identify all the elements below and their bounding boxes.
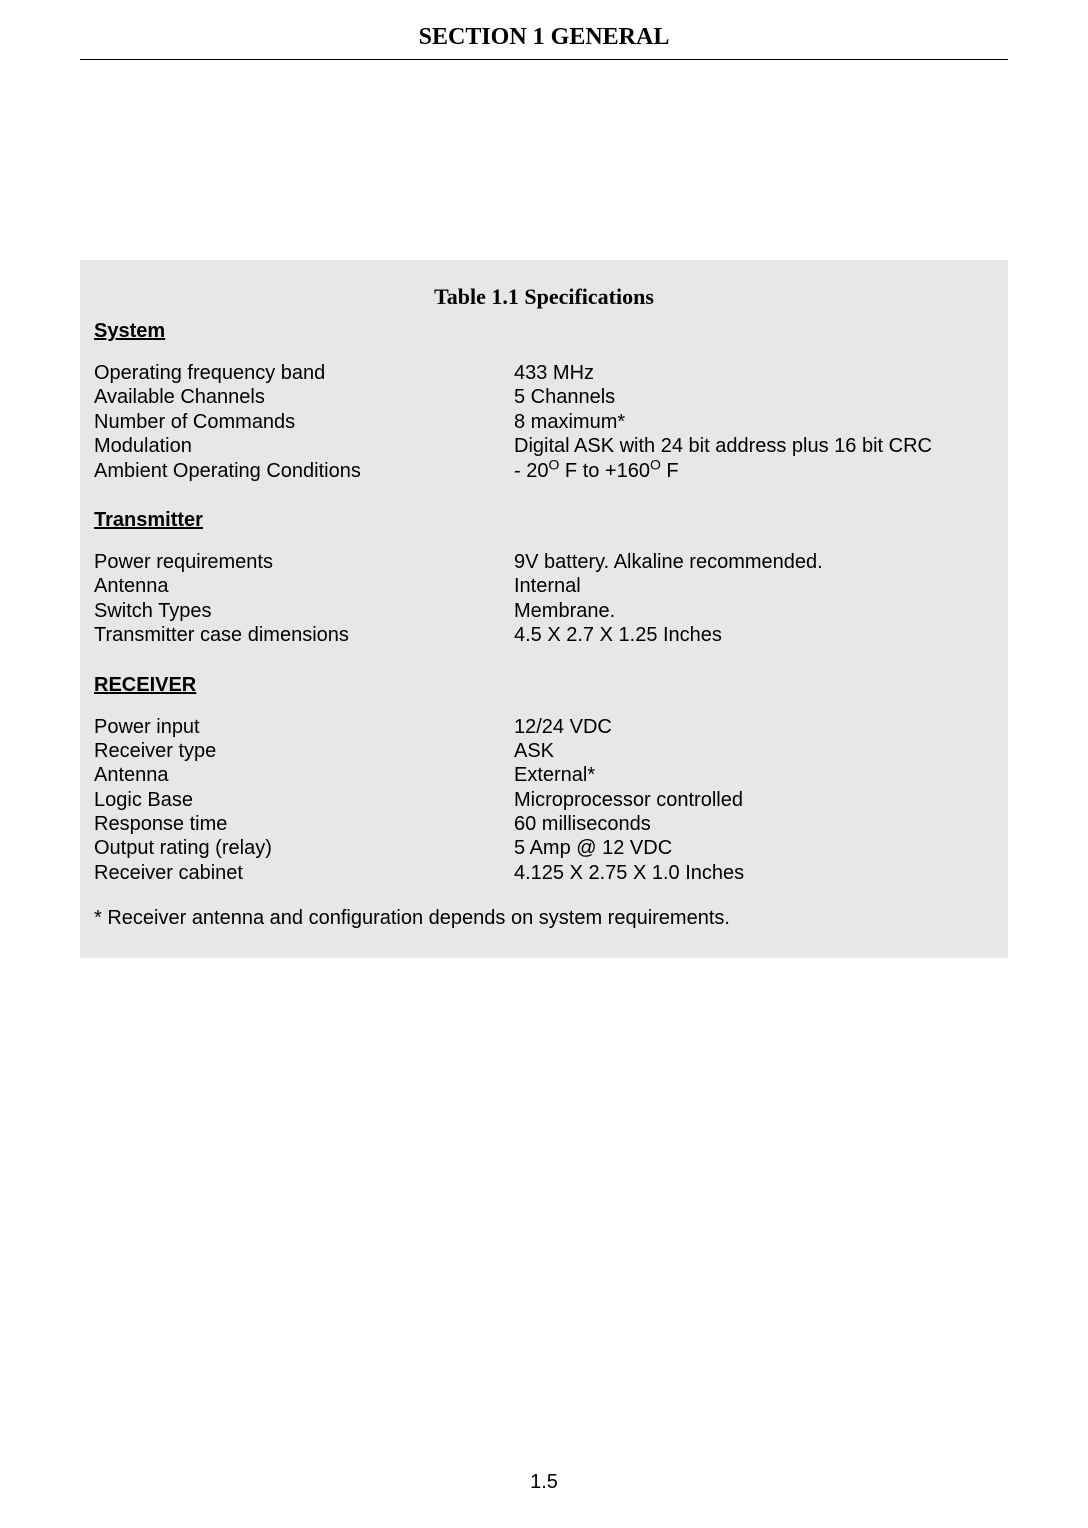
spec-label: Power requirements xyxy=(94,550,514,574)
spec-value: - 20O F to +160O F xyxy=(514,459,994,483)
section-header: SECTION 1 GENERAL xyxy=(80,24,1008,51)
spec-label: Switch Types xyxy=(94,599,514,623)
spec-label: Power input xyxy=(94,715,514,739)
spec-row: Output rating (relay) 5 Amp @ 12 VDC xyxy=(94,836,994,860)
specifications-box: Table 1.1 Specifications System Operatin… xyxy=(80,260,1008,958)
spec-label: Logic Base xyxy=(94,788,514,812)
spec-value: Membrane. xyxy=(514,599,994,623)
spec-value: Internal xyxy=(514,574,994,598)
spec-value: Microprocessor controlled xyxy=(514,788,994,812)
spec-value: ASK xyxy=(514,739,994,763)
spec-value: External* xyxy=(514,763,994,787)
spec-row: Receiver type ASK xyxy=(94,739,994,763)
spec-label: Receiver type xyxy=(94,739,514,763)
spec-row: Operating frequency band 433 MHz xyxy=(94,361,994,385)
spec-row: Transmitter case dimensions 4.5 X 2.7 X … xyxy=(94,623,994,647)
spec-label: Output rating (relay) xyxy=(94,836,514,860)
group-heading-receiver: RECEIVER xyxy=(94,674,994,697)
spec-row: Switch Types Membrane. xyxy=(94,599,994,623)
spec-value: 4.125 X 2.75 X 1.0 Inches xyxy=(514,861,994,885)
spec-value: Digital ASK with 24 bit address plus 16 … xyxy=(514,434,994,458)
spec-value: 9V battery. Alkaline recommended. xyxy=(514,550,994,574)
spec-label: Transmitter case dimensions xyxy=(94,623,514,647)
spec-value: 4.5 X 2.7 X 1.25 Inches xyxy=(514,623,994,647)
spec-label: Operating frequency band xyxy=(94,361,514,385)
spec-row: Power input 12/24 VDC xyxy=(94,715,994,739)
spec-value: 60 milliseconds xyxy=(514,812,994,836)
page-number: 1.5 xyxy=(0,1471,1088,1494)
spec-label: Modulation xyxy=(94,434,514,458)
spec-value: 5 Channels xyxy=(514,385,994,409)
spec-value: 433 MHz xyxy=(514,361,994,385)
spec-label: Available Channels xyxy=(94,385,514,409)
spec-value: 8 maximum* xyxy=(514,410,994,434)
spec-row: Antenna External* xyxy=(94,763,994,787)
page: SECTION 1 GENERAL Table 1.1 Specificatio… xyxy=(0,0,1088,1528)
spec-row: Receiver cabinet 4.125 X 2.75 X 1.0 Inch… xyxy=(94,861,994,885)
spec-row: Ambient Operating Conditions - 20O F to … xyxy=(94,459,994,483)
spec-label: Ambient Operating Conditions xyxy=(94,459,514,483)
spec-row: Available Channels 5 Channels xyxy=(94,385,994,409)
table-title: Table 1.1 Specifications xyxy=(94,284,994,310)
spec-row: Logic Base Microprocessor controlled xyxy=(94,788,994,812)
header-rule xyxy=(80,59,1008,60)
spec-row: Number of Commands 8 maximum* xyxy=(94,410,994,434)
spec-label: Response time xyxy=(94,812,514,836)
spec-label: Antenna xyxy=(94,763,514,787)
spec-row: Power requirements 9V battery. Alkaline … xyxy=(94,550,994,574)
spec-row: Modulation Digital ASK with 24 bit addre… xyxy=(94,434,994,458)
spec-value: 5 Amp @ 12 VDC xyxy=(514,836,994,860)
spec-label: Number of Commands xyxy=(94,410,514,434)
group-heading-transmitter: Transmitter xyxy=(94,509,994,532)
spec-label: Receiver cabinet xyxy=(94,861,514,885)
spec-value: 12/24 VDC xyxy=(514,715,994,739)
spec-label: Antenna xyxy=(94,574,514,598)
footnote: * Receiver antenna and configuration dep… xyxy=(94,907,994,930)
spec-row: Response time 60 milliseconds xyxy=(94,812,994,836)
spec-row: Antenna Internal xyxy=(94,574,994,598)
group-heading-system: System xyxy=(94,320,994,343)
